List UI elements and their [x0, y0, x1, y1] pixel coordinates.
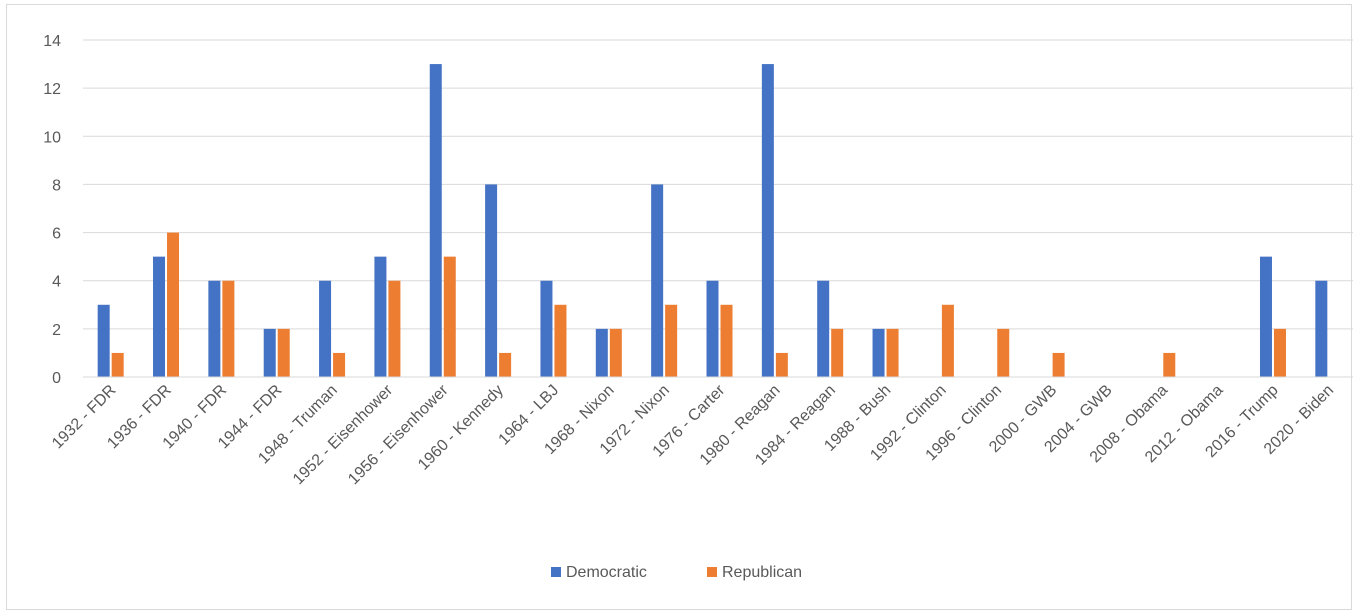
y-tick-label: 6: [52, 226, 61, 243]
bar-republican: [886, 328, 899, 377]
bar-democratic: [374, 256, 387, 377]
bar-democratic: [595, 328, 608, 377]
bar-republican: [1163, 352, 1176, 377]
y-tick-label: 12: [43, 81, 61, 98]
bar-democratic: [1315, 280, 1328, 377]
bar-democratic: [97, 304, 110, 377]
bar-republican: [997, 328, 1010, 377]
gridlines: [83, 39, 1353, 330]
legend-label-democratic: Democratic: [566, 564, 647, 581]
y-tick-label: 10: [43, 129, 61, 146]
bar-republican: [665, 304, 678, 377]
bar-democratic: [817, 280, 830, 377]
bar-democratic: [540, 280, 553, 377]
bar-republican: [941, 304, 954, 377]
bar-republican: [499, 352, 512, 377]
bar-republican: [1052, 352, 1065, 377]
legend: Democratic Republican: [551, 564, 802, 581]
legend-swatch-democratic: [551, 567, 561, 577]
bar-republican: [720, 304, 733, 377]
y-tick-label: 14: [43, 33, 61, 50]
bar-republican: [222, 280, 235, 377]
bar-republican: [167, 232, 180, 377]
x-tick-label: 1956 - Eisenhower: [345, 381, 452, 488]
y-tick-label: 8: [52, 177, 61, 194]
legend-swatch-republican: [707, 567, 717, 577]
bar-republican: [609, 328, 622, 377]
chart-area: 0 2 4 6 8 10 12 14 1932 - FDR 1936 - FDR 1940 - F…: [6, 4, 1353, 610]
bar-republican: [111, 352, 124, 377]
bar-democratic: [651, 184, 664, 377]
bar-republican: [1273, 328, 1286, 377]
bar-republican: [775, 352, 788, 377]
bar-republican: [333, 352, 346, 377]
bar-democratic: [208, 280, 221, 377]
x-tick-label: 1952 - Eisenhower: [290, 381, 397, 488]
y-tick-label: 4: [52, 274, 61, 291]
legend-label-republican: Republican: [722, 564, 802, 581]
bar-democratic: [872, 328, 885, 377]
bar-democratic: [319, 280, 332, 377]
bar-republican: [443, 256, 456, 377]
bar-republican: [831, 328, 844, 377]
bar-republican: [277, 328, 290, 377]
bar-democratic: [263, 328, 276, 377]
bar-democratic: [1259, 256, 1272, 377]
bar-democratic: [761, 64, 774, 378]
y-tick-label: 0: [52, 370, 61, 387]
bar-democratic: [485, 184, 498, 377]
bar-democratic: [153, 256, 166, 377]
y-axis-tick-labels: 0 2 4 6 8 10 12 14: [43, 33, 61, 387]
bar-republican: [388, 280, 401, 377]
bar-democratic: [706, 280, 719, 377]
bar-republican: [554, 304, 567, 377]
y-tick-label: 2: [52, 322, 61, 339]
bars: [97, 64, 1328, 378]
bar-democratic: [429, 64, 442, 378]
